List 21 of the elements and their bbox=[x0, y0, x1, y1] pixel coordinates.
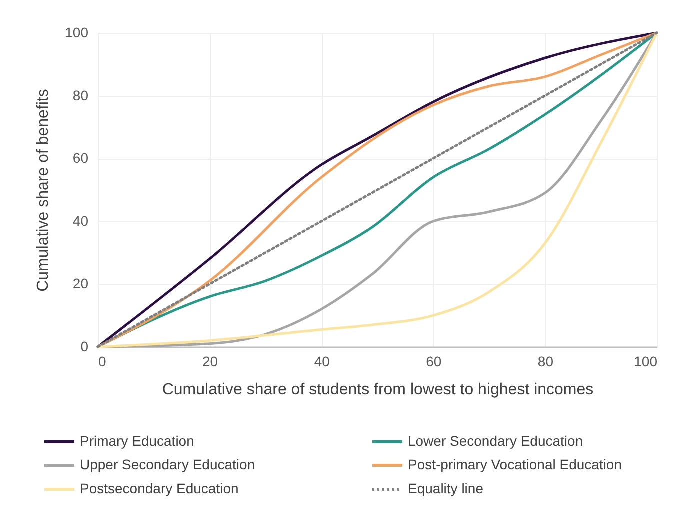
legend-label: Postsecondary Education bbox=[80, 480, 239, 496]
y-tick-label: 20 bbox=[72, 276, 89, 292]
x-tick-label: 60 bbox=[426, 354, 442, 370]
y-tick-label: 80 bbox=[72, 87, 89, 104]
line-series bbox=[96, 32, 658, 348]
x-tick-label: 0 bbox=[98, 354, 106, 370]
legend-label: Upper Secondary Education bbox=[80, 456, 256, 472]
y-tick-label: 40 bbox=[72, 212, 89, 229]
y-tick-label: 0 bbox=[80, 338, 89, 354]
legend-label: Lower Secondary Education bbox=[408, 432, 584, 449]
y-tick-label: 60 bbox=[72, 150, 89, 166]
legend-label: Post-primary Vocational Education bbox=[408, 456, 622, 472]
x-tick-label: 80 bbox=[538, 354, 554, 370]
x-axis-title: Cumulative share of students from lowest to highest incomes bbox=[162, 382, 594, 398]
x-tick-label: 20 bbox=[202, 354, 218, 370]
y-tick-label: 100 bbox=[65, 24, 89, 40]
legend-label: Equality line bbox=[408, 480, 484, 496]
y-axis-title: Cumulative share of benefits bbox=[35, 89, 52, 292]
legend-label: Primary Education bbox=[80, 432, 194, 449]
x-tick-label: 40 bbox=[314, 354, 330, 370]
x-tick-label: 100 bbox=[634, 354, 658, 370]
